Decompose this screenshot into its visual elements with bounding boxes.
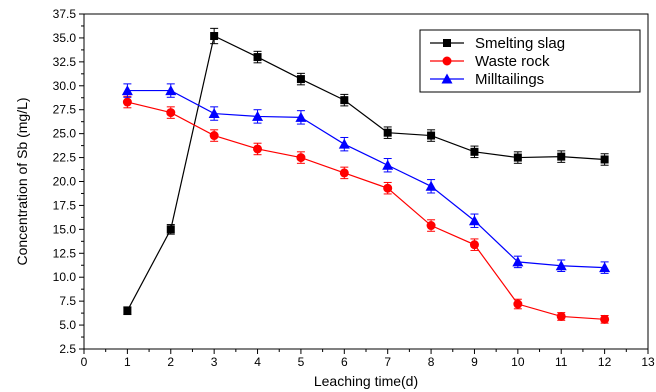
data-point (123, 306, 132, 315)
data-point (252, 110, 264, 121)
data-point (121, 85, 133, 96)
data-point (165, 85, 177, 96)
y-tick-label: 32.5 (53, 55, 77, 69)
x-tick-label: 12 (598, 355, 612, 369)
data-point (513, 153, 522, 162)
legend-item: Milltailings (430, 71, 544, 88)
series-smelting-slag (123, 27, 609, 316)
x-tick-label: 11 (555, 355, 568, 369)
x-tick-label: 7 (384, 355, 391, 369)
data-point (296, 75, 305, 84)
data-point (426, 221, 436, 231)
data-point (600, 314, 610, 324)
data-point (468, 215, 480, 226)
data-point (210, 32, 219, 41)
data-point (513, 299, 523, 309)
y-tick-label: 12.5 (53, 246, 77, 260)
legend-marker (443, 39, 451, 47)
y-tick-label: 10.0 (53, 270, 77, 284)
data-point (425, 180, 437, 191)
series-line (127, 101, 605, 320)
x-tick-label: 5 (298, 355, 305, 369)
y-tick-label: 2.5 (59, 342, 76, 356)
data-point (556, 311, 566, 321)
x-tick-label: 0 (81, 355, 88, 369)
data-point (209, 131, 219, 141)
legend-label: Smelting slag (475, 35, 565, 52)
x-tick-label: 10 (511, 355, 525, 369)
y-tick-label: 30.0 (53, 79, 77, 93)
y-axis-title: Concentration of Sb (mg/L) (14, 97, 30, 265)
series-line (127, 89, 605, 269)
x-tick-label: 13 (641, 355, 655, 369)
x-tick-label: 2 (167, 355, 174, 369)
y-tick-label: 35.0 (53, 31, 77, 45)
y-tick-label: 17.5 (53, 198, 77, 212)
x-tick-label: 1 (124, 355, 131, 369)
y-tick-label: 27.5 (53, 103, 77, 117)
data-point (122, 97, 132, 107)
series-milltailings (121, 83, 611, 274)
series-waste-rock (122, 95, 610, 324)
data-point (512, 256, 524, 267)
y-tick-label: 15.0 (53, 222, 77, 236)
data-point (166, 108, 176, 118)
x-tick-label: 9 (471, 355, 478, 369)
data-point (427, 131, 436, 140)
data-point (340, 96, 349, 105)
data-point (600, 155, 609, 164)
x-tick-label: 4 (254, 355, 261, 369)
data-point (383, 183, 393, 193)
legend-marker (441, 73, 453, 84)
data-point (339, 168, 349, 178)
legend-label: Milltailings (475, 71, 544, 88)
data-point (469, 240, 479, 250)
data-point (555, 260, 567, 271)
data-point (166, 225, 175, 234)
x-tick-label: 3 (211, 355, 218, 369)
data-point (295, 111, 307, 122)
data-point (383, 128, 392, 137)
y-tick-label: 25.0 (53, 127, 77, 141)
data-point (253, 144, 263, 154)
x-tick-label: 8 (428, 355, 435, 369)
data-point (296, 153, 306, 163)
y-tick-label: 5.0 (59, 318, 76, 332)
data-point (470, 147, 479, 156)
legend-item: Smelting slag (430, 35, 565, 52)
series-line (126, 35, 605, 311)
x-axis-title: Leaching time(d) (314, 373, 418, 389)
y-tick-label: 7.5 (59, 294, 76, 308)
plot-series (121, 27, 611, 324)
data-point (338, 138, 350, 149)
axes: 0 1 2 3 4 5 6 7 8 9 10 11 12 132.55.07.510.012.515.01… (53, 7, 655, 369)
legend-item: Waste rock (430, 53, 550, 70)
y-tick-label: 20.0 (53, 175, 77, 189)
y-tick-label: 37.5 (53, 7, 77, 21)
data-point (382, 159, 394, 170)
legend-label: Waste rock (475, 53, 550, 70)
data-point (557, 152, 566, 161)
x-tick-label: 6 (341, 355, 348, 369)
y-tick-label: 22.5 (53, 151, 77, 165)
data-point (253, 53, 262, 62)
data-point (208, 108, 220, 119)
legend-marker (442, 56, 452, 66)
data-point (599, 262, 611, 273)
